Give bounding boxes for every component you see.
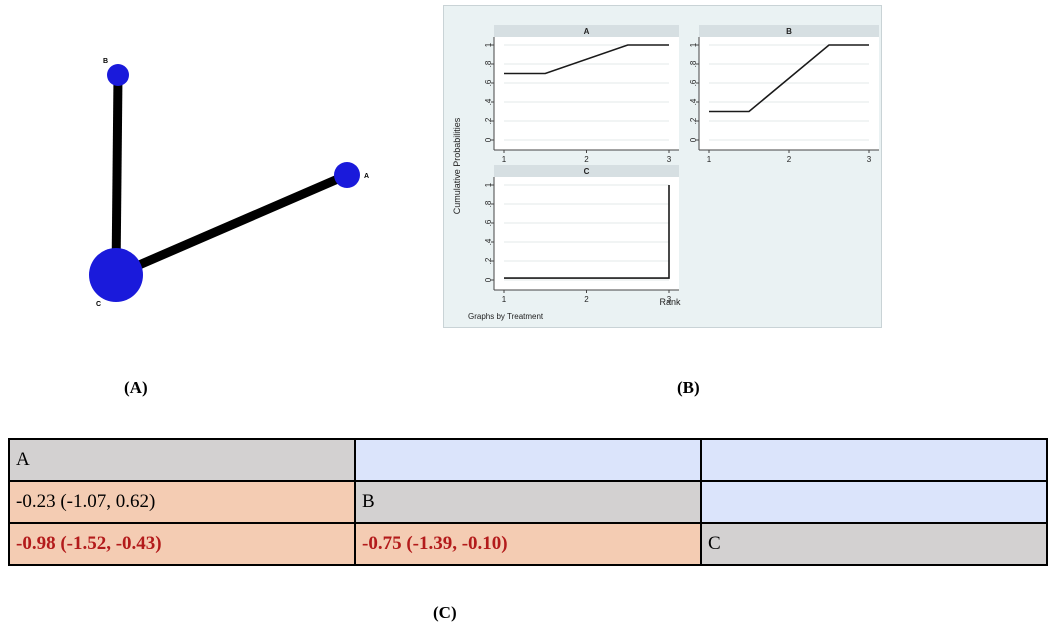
xtick-label-C-0: 1 [502, 295, 507, 304]
panel-title-A: A [584, 27, 590, 36]
panel-header-A [494, 25, 679, 37]
ytick-label-A-4: .8 [484, 60, 493, 67]
league-cell-0-1 [354, 438, 702, 482]
league-cell-2-0: -0.98 (-1.52, -0.43) [8, 522, 356, 566]
ytick-label-C-4: .8 [484, 200, 493, 207]
caption-a: (A) [124, 378, 148, 397]
xtick-label-B-2: 3 [867, 155, 872, 164]
xtick-label-C-1: 2 [584, 295, 589, 304]
ytick-label-A-2: .4 [484, 98, 493, 105]
league-table: A -0.23 (-1.07, 0.62) B -0.98 (-1.52, -0.43… [8, 438, 1048, 566]
xtick-label-B-0: 1 [707, 155, 712, 164]
series-line-B [709, 44, 869, 113]
league-cell-0-0: A [8, 438, 356, 482]
panel-header-B [699, 25, 879, 37]
x-axis-label: Rank [659, 297, 681, 307]
league-cell-1-1: B [354, 480, 702, 524]
ytick-label-C-5: 1 [484, 182, 493, 187]
panel-plot-bg-A [494, 37, 679, 150]
league-cell-1-0: -0.23 (-1.07, 0.62) [8, 480, 356, 524]
node-a-label: A [364, 173, 369, 180]
edge-b-c [111, 74, 123, 276]
network-plot: B A C [89, 58, 369, 308]
ytick-label-A-0: 0 [484, 137, 493, 142]
ytick-label-A-3: .6 [484, 79, 493, 86]
edge-a-c [114, 170, 349, 280]
ytick-label-B-2: .4 [689, 98, 698, 105]
graphs-by-note: Graphs by Treatment [468, 312, 544, 321]
xtick-label-A-2: 3 [667, 155, 672, 164]
ytick-label-B-3: .6 [689, 79, 698, 86]
node-b-label: B [103, 58, 108, 65]
node-c [89, 248, 143, 302]
xtick-label-A-1: 2 [584, 155, 589, 164]
ytick-label-C-0: 0 [484, 277, 493, 282]
league-cell-2-2: C [700, 522, 1048, 566]
rankogram-svg: A 0 .2 .4 .6 .8 1 1 2 3 B 0 .2 .4 .6 .8 1 1 2 3 C 0 .2 .4 .6 .8 1 1… [452, 25, 879, 321]
league-cell-2-1: -0.75 (-1.39, -0.10) [354, 522, 702, 566]
table-row: -0.23 (-1.07, 0.62) B [8, 480, 1048, 524]
panel-plot-bg-B [699, 37, 879, 150]
node-a [334, 162, 360, 188]
table-row: A [8, 438, 1048, 482]
league-cell-0-2 [700, 438, 1048, 482]
xtick-label-C-2: 3 [667, 295, 672, 304]
panel-plot-bg-C [494, 177, 679, 290]
panel-header-C [494, 165, 679, 177]
ytick-label-C-3: .6 [484, 219, 493, 226]
caption-c: (C) [433, 603, 457, 622]
ytick-label-B-1: .2 [689, 117, 698, 124]
caption-b: (B) [677, 378, 700, 397]
series-line-C [504, 185, 670, 279]
xtick-label-B-1: 2 [787, 155, 792, 164]
ytick-label-C-2: .4 [484, 238, 493, 245]
series-line-A [504, 44, 669, 75]
xtick-label-A-0: 1 [502, 155, 507, 164]
ytick-label-B-0: 0 [689, 137, 698, 142]
panel-title-B: B [786, 27, 792, 36]
ytick-label-B-4: .8 [689, 60, 698, 67]
y-axis-label: Cumulative Probabilities [452, 117, 462, 214]
ytick-label-A-1: .2 [484, 117, 493, 124]
league-cell-1-2 [700, 480, 1048, 524]
node-c-label: C [96, 301, 101, 308]
rankogram-figure: A 0 .2 .4 .6 .8 1 1 2 3 B 0 .2 .4 .6 .8 1 1 2 3 C 0 .2 .4 .6 .8 1 1… [443, 5, 882, 328]
ytick-label-B-5: 1 [689, 42, 698, 47]
node-b [107, 64, 129, 86]
panel-title-C: C [584, 167, 590, 176]
table-row: -0.98 (-1.52, -0.43) -0.75 (-1.39, -0.10)… [8, 522, 1048, 566]
ytick-label-A-5: 1 [484, 42, 493, 47]
ytick-label-C-1: .2 [484, 257, 493, 264]
